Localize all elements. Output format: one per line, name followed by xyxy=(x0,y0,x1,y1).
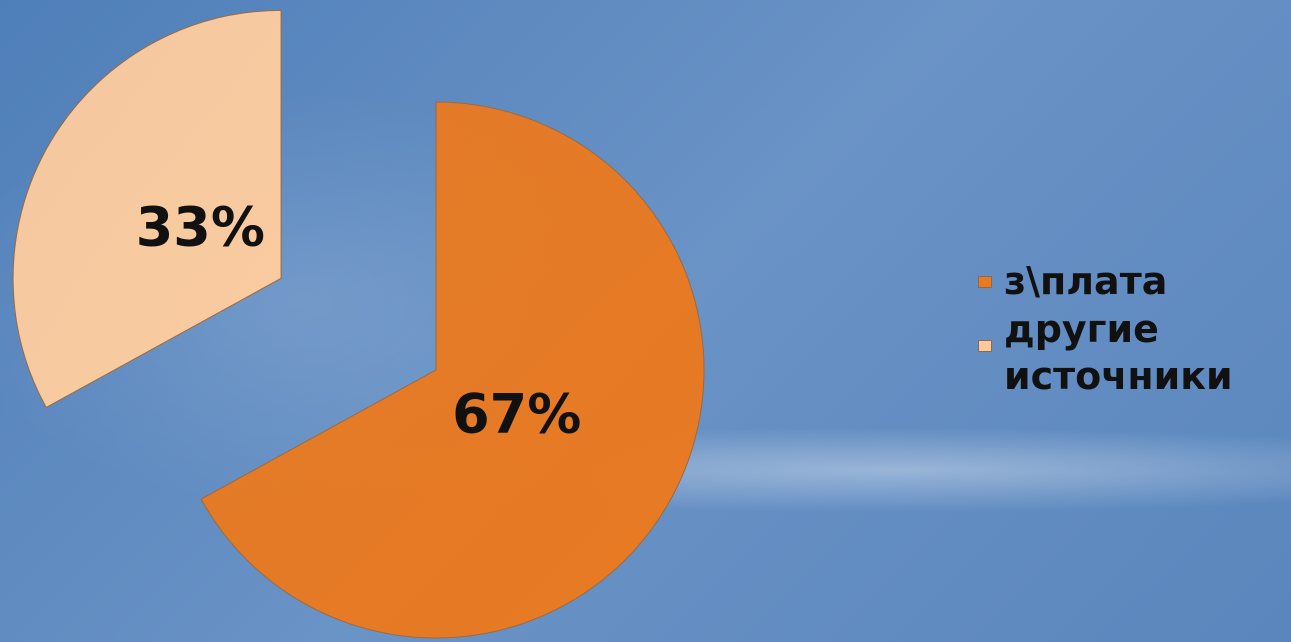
legend-item: з\плата xyxy=(978,258,1278,306)
legend: з\плата другие источники xyxy=(978,258,1278,401)
pie-slice xyxy=(12,9,282,409)
legend-swatch xyxy=(978,276,992,288)
pie-slice xyxy=(200,101,705,639)
data-label: 67% xyxy=(452,382,581,445)
data-label: 33% xyxy=(136,195,265,258)
legend-label: другие источники xyxy=(1004,306,1233,399)
legend-item: другие источники xyxy=(978,306,1278,401)
legend-swatch xyxy=(978,339,992,352)
legend-label: з\плата xyxy=(1004,259,1168,303)
